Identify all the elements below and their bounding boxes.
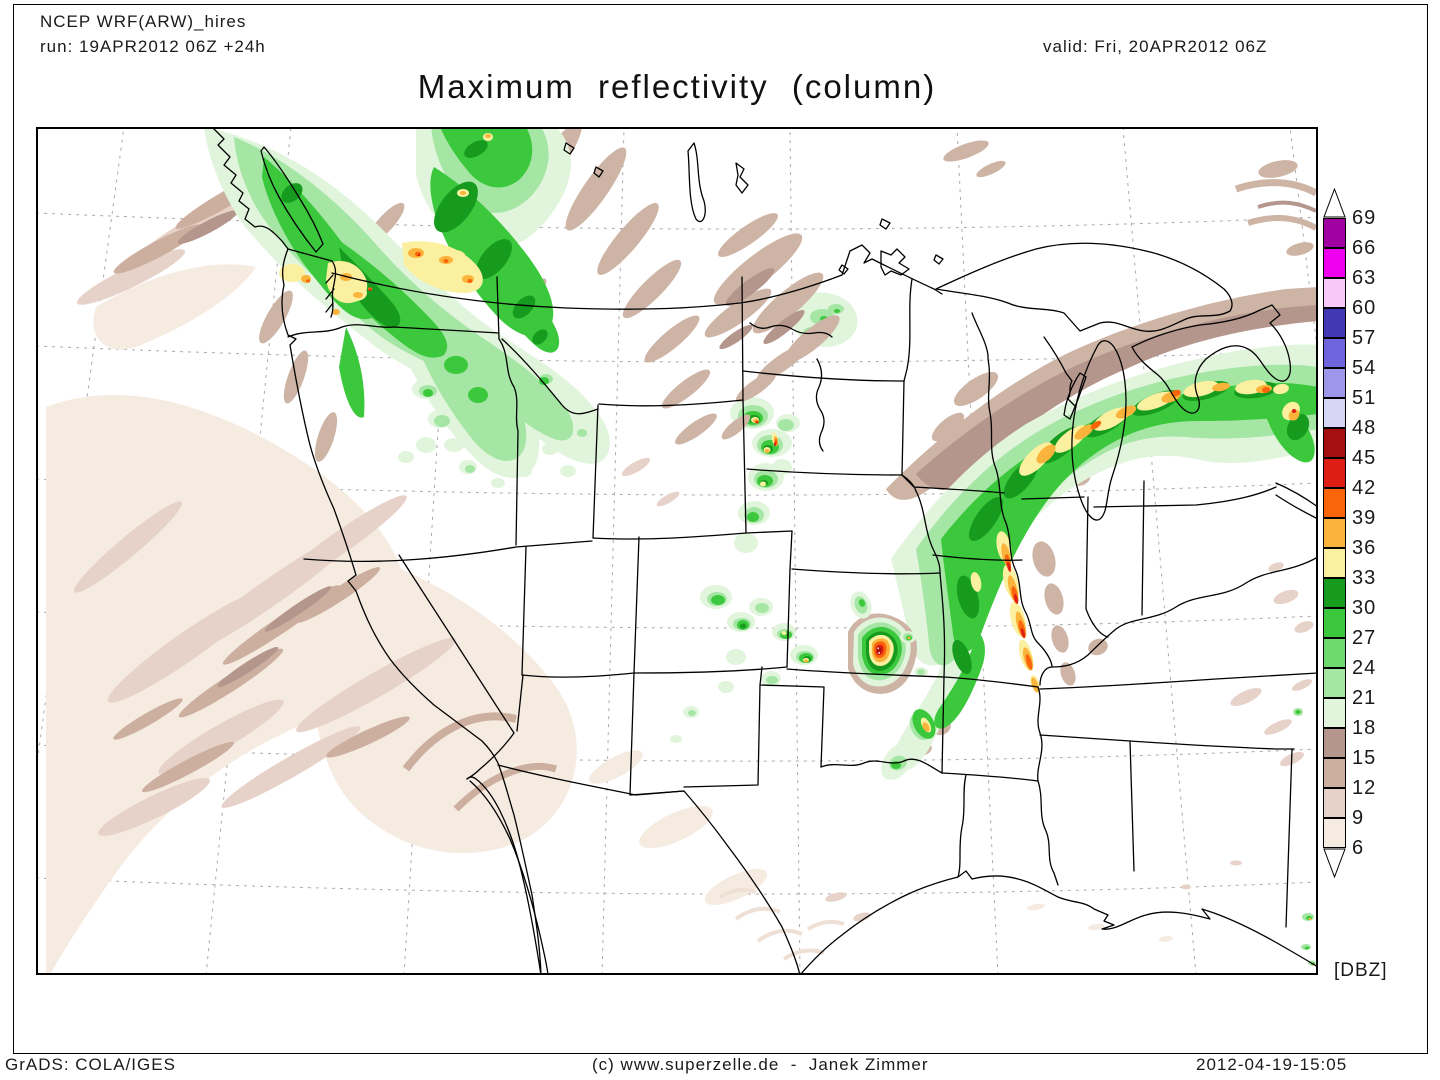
- map-frame: [36, 127, 1318, 975]
- colorbar-tick-label: 15: [1352, 747, 1377, 769]
- colorbar-box: [1323, 368, 1346, 398]
- colorbar-tick-label: 42: [1352, 477, 1377, 499]
- colorbar-tick-label: 12: [1352, 777, 1377, 799]
- creation-timestamp: 2012-04-19-15:05: [1196, 1055, 1348, 1074]
- colorbar-box: [1323, 248, 1346, 278]
- colorbar-tick-label: 66: [1352, 237, 1377, 259]
- model-name: NCEP WRF(ARW)_hires: [40, 12, 247, 31]
- reflectivity-colorbar: 69 66 63 60 57 54 51 48 45 42 39 36 33 30 27 24 21 18 15 12…: [1323, 188, 1433, 888]
- outer-frame: [13, 4, 1428, 1054]
- colorbar-box: [1323, 728, 1346, 758]
- page-title: Maximum reflectivity (column): [417, 68, 937, 105]
- colorbar-box: [1323, 518, 1346, 548]
- colorbar-tick-label: 39: [1352, 507, 1377, 529]
- colorbar-box: [1323, 488, 1346, 518]
- colorbar-box: [1323, 278, 1346, 308]
- colorbar-bottom-arrow: [1323, 848, 1346, 878]
- colorbar-box: [1323, 548, 1346, 578]
- colorbar-tick-label: 54: [1352, 357, 1377, 379]
- coastlines-and-borders: [213, 128, 1318, 975]
- colorbar-tick-label: 30: [1352, 597, 1377, 619]
- colorbar-tick-label: 69: [1352, 207, 1377, 229]
- colorbar-tick-label: 60: [1352, 297, 1377, 319]
- colorbar-tick-label: 48: [1352, 417, 1377, 439]
- colorbar-tick-label: 18: [1352, 717, 1377, 739]
- colorbar-tick-label: 36: [1352, 537, 1377, 559]
- valid-time-label: valid: Fri, 20APR2012 06Z: [1043, 37, 1268, 56]
- colorbar-box: [1323, 788, 1346, 818]
- colorbar-box: [1323, 308, 1346, 338]
- colorbar-tick-label: 6: [1352, 837, 1365, 859]
- colorbar-tick-label: 21: [1352, 687, 1377, 709]
- colorbar-box: [1323, 698, 1346, 728]
- map-canvas: [36, 127, 1318, 975]
- author-credit: (c) www.superzelle.de - Janek Zimmer: [592, 1055, 929, 1074]
- colorbar-box: [1323, 668, 1346, 698]
- colorbar-tick-label: 45: [1352, 447, 1377, 469]
- forecast-map: [36, 127, 1318, 975]
- colorbar-tick-label: 33: [1352, 567, 1377, 589]
- colorbar-tick-label: 24: [1352, 657, 1377, 679]
- colorbar-tick-label: 57: [1352, 327, 1377, 349]
- run-time-label: run: 19APR2012 06Z +24h: [40, 37, 266, 56]
- colorbar-tick-label: 9: [1352, 807, 1365, 829]
- radar-shading: [46, 127, 1318, 975]
- colorbar-tick-label: 27: [1352, 627, 1377, 649]
- colorbar-tick-label: 51: [1352, 387, 1377, 409]
- colorbar-box: [1323, 818, 1346, 848]
- colorbar-box: [1323, 218, 1346, 248]
- units-label: [DBZ]: [1334, 960, 1388, 981]
- colorbar-box: [1323, 638, 1346, 668]
- supercell-oklahoma: [848, 591, 928, 694]
- colorbar-top-arrow: [1323, 188, 1346, 218]
- colorbar-tick-label: 63: [1352, 267, 1377, 289]
- colorbar-box: [1323, 578, 1346, 608]
- colorbar-box: [1323, 398, 1346, 428]
- grads-credit: GrADS: COLA/IGES: [5, 1055, 176, 1074]
- colorbar-box: [1323, 338, 1346, 368]
- colorbar-box: [1323, 758, 1346, 788]
- colorbar-box: [1323, 458, 1346, 488]
- colorbar-box: [1323, 428, 1346, 458]
- colorbar-box: [1323, 608, 1346, 638]
